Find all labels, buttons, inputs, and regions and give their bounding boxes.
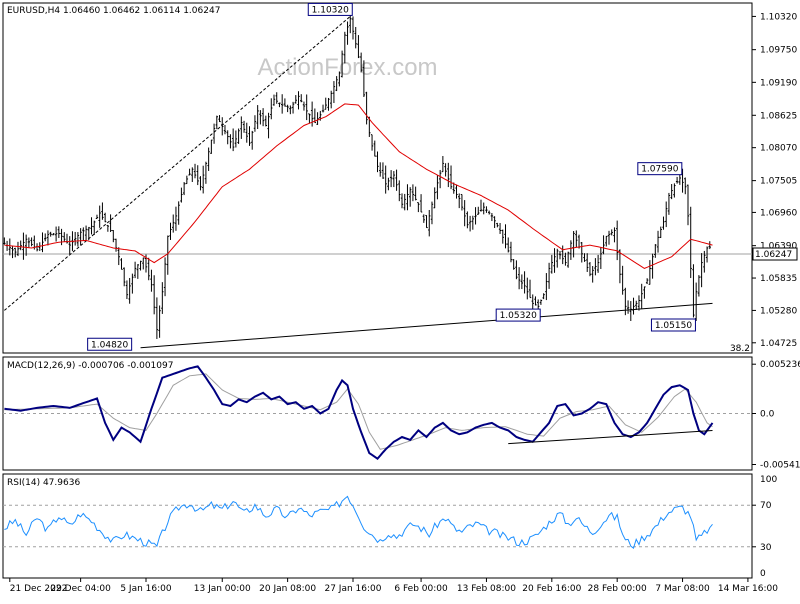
watermark: ActionForex.com (257, 54, 437, 81)
x-tick-label-2: 5 Jan 16:00 (120, 584, 172, 594)
macd-tick-label-0: 0.005236 (760, 360, 800, 370)
panel-frame-3 (2, 473, 753, 579)
y-tick-label-5: 1.07505 (760, 177, 797, 187)
macd-trendline (508, 429, 713, 445)
price-label-4: 1.05150 (655, 321, 692, 331)
y-tick-label-2: 1.09190 (760, 78, 797, 88)
price-label-box-3 (637, 162, 683, 176)
x-tick-label-0: 21 Dec 2022 (10, 584, 68, 594)
macd-tick-label-2: -0.005416 (760, 461, 800, 471)
x-tick-label-5: 27 Jan 16:00 (324, 584, 381, 594)
y-tick-label-7: 1.06390 (760, 242, 797, 252)
candles (3, 14, 711, 339)
price-label-box-2 (495, 308, 541, 322)
price-label-box-0 (307, 2, 353, 16)
y-tick-label-1: 1.09750 (760, 46, 797, 56)
x-tick-label-9: 28 Feb 00:00 (588, 584, 647, 594)
fib-label: 38.2 (730, 344, 750, 354)
x-tick-label-4: 20 Jan 08:00 (259, 584, 316, 594)
price-label-0: 1.10320 (312, 5, 349, 15)
rsi-tick-label-3: 0 (760, 569, 766, 579)
price-label-box-4 (650, 318, 696, 332)
rsi-tick-label-0: 100 (760, 475, 777, 485)
main-title: EURUSD,H4 1.06460 1.06462 1.06114 1.0624… (7, 6, 220, 16)
y-tick-label-3: 1.08625 (760, 111, 797, 121)
x-tick-label-6: 6 Feb 00:00 (394, 584, 448, 594)
rsi-line (4, 495, 713, 550)
current-price-box (752, 247, 798, 261)
price-label-box-1 (87, 337, 133, 351)
trendline-1 (4, 16, 351, 311)
x-tick-label-1: 29 Dec 04:00 (50, 584, 111, 594)
y-tick-label-4: 1.08070 (760, 144, 797, 154)
current-price-label: 1.06247 (755, 250, 792, 260)
y-tick-label-8: 1.05835 (760, 274, 797, 284)
x-tick-label-3: 13 Jan 00:00 (194, 584, 251, 594)
rsi-title: RSI(14) 47.9636 (7, 478, 80, 488)
panel-frame-1 (2, 2, 753, 354)
rsi-tick-label-1: 70 (760, 501, 772, 511)
macd-line (4, 365, 714, 461)
macd-title: MACD(12,26,9) -0.000706 -0.001097 (7, 361, 173, 371)
moving-average-line (4, 103, 713, 269)
price-label-3: 1.07590 (641, 165, 678, 175)
price-label-2: 1.05320 (500, 311, 537, 321)
macd-signal-line (4, 373, 713, 450)
y-tick-label-9: 1.05280 (760, 306, 797, 316)
macd-tick-label-1: 0.0 (760, 410, 775, 420)
x-tick-label-8: 20 Feb 16:00 (522, 584, 581, 594)
y-tick-label-6: 1.06960 (760, 208, 797, 218)
price-label-1: 1.04820 (91, 340, 128, 350)
trendline-2 (140, 302, 713, 349)
x-tick-label-11: 14 Mar 16:00 (718, 584, 778, 594)
y-tick-label-10: 1.04725 (760, 339, 797, 349)
x-tick-label-10: 7 Mar 08:00 (655, 584, 710, 594)
x-tick-label-7: 13 Feb 08:00 (457, 584, 516, 594)
y-tick-label-0: 1.10320 (760, 12, 797, 22)
rsi-tick-label-2: 30 (760, 543, 772, 553)
